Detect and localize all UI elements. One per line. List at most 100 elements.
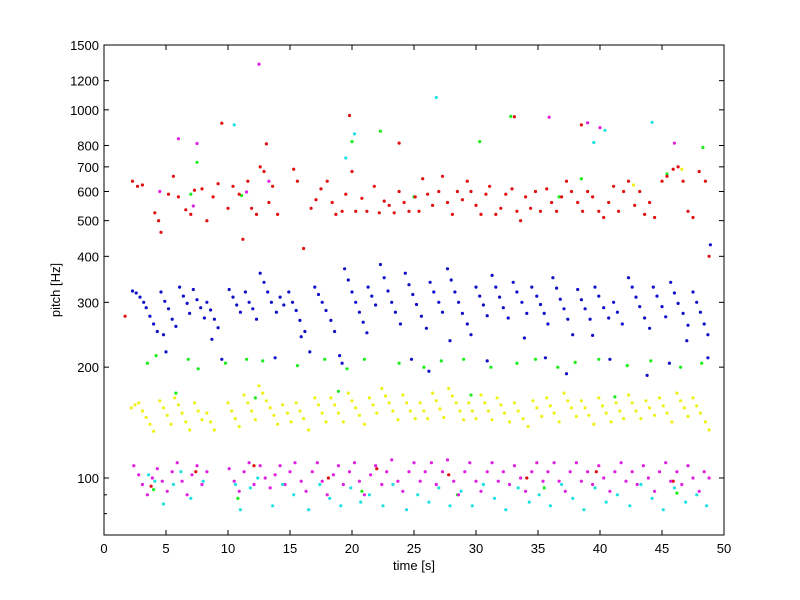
data-point bbox=[350, 399, 354, 403]
data-point bbox=[261, 391, 265, 395]
data-point bbox=[309, 206, 313, 210]
data-point bbox=[252, 482, 256, 487]
data-point bbox=[184, 420, 188, 424]
data-point bbox=[248, 486, 252, 490]
data-point bbox=[281, 482, 285, 487]
data-point bbox=[176, 195, 180, 199]
data-point bbox=[474, 203, 478, 207]
data-point bbox=[313, 396, 317, 400]
data-point bbox=[602, 306, 606, 310]
y-tick-label: 200 bbox=[77, 360, 99, 375]
data-point bbox=[591, 195, 595, 199]
data-point bbox=[524, 489, 528, 493]
data-point bbox=[608, 489, 612, 493]
data-point bbox=[344, 156, 348, 160]
data-point bbox=[537, 493, 541, 497]
data-point bbox=[374, 464, 378, 468]
data-point bbox=[319, 187, 323, 191]
data-point bbox=[551, 276, 555, 280]
data-point bbox=[462, 357, 466, 361]
data-point bbox=[123, 314, 127, 318]
data-point bbox=[290, 300, 295, 304]
data-point bbox=[545, 187, 549, 191]
data-point bbox=[278, 464, 282, 468]
data-point bbox=[236, 496, 240, 500]
data-point bbox=[511, 280, 515, 284]
data-point bbox=[538, 302, 543, 307]
data-point bbox=[682, 406, 686, 410]
data-point bbox=[579, 399, 584, 403]
data-point bbox=[516, 486, 520, 490]
data-point bbox=[478, 294, 482, 298]
data-point bbox=[686, 464, 690, 468]
data-point bbox=[380, 482, 384, 487]
data-point bbox=[634, 295, 638, 299]
data-point bbox=[597, 357, 601, 361]
data-point bbox=[653, 413, 657, 417]
data-point bbox=[494, 212, 498, 216]
data-point bbox=[307, 428, 311, 432]
data-point bbox=[336, 411, 340, 415]
data-point bbox=[185, 301, 189, 305]
data-point bbox=[137, 473, 141, 477]
data-point bbox=[372, 184, 376, 188]
data-point bbox=[354, 300, 358, 304]
data-point bbox=[170, 470, 174, 474]
data-point bbox=[557, 420, 561, 424]
data-point bbox=[535, 406, 539, 410]
data-point bbox=[274, 310, 278, 314]
data-point bbox=[243, 290, 247, 294]
data-point bbox=[569, 406, 574, 410]
data-point bbox=[164, 350, 168, 354]
data-point bbox=[357, 310, 361, 314]
data-point bbox=[702, 470, 706, 474]
data-point bbox=[407, 283, 411, 287]
data-point bbox=[357, 479, 361, 483]
data-point bbox=[667, 361, 672, 365]
data-point bbox=[246, 179, 250, 183]
data-point bbox=[397, 361, 401, 365]
data-point bbox=[153, 479, 157, 483]
data-point bbox=[398, 322, 402, 326]
data-point bbox=[195, 464, 199, 468]
data-point bbox=[479, 489, 483, 493]
data-point bbox=[485, 470, 489, 474]
data-point bbox=[489, 365, 493, 369]
data-point bbox=[242, 393, 246, 397]
y-tick-label: 600 bbox=[77, 185, 99, 200]
data-point bbox=[558, 297, 562, 301]
data-point bbox=[292, 167, 296, 171]
data-point bbox=[612, 184, 616, 188]
data-point bbox=[452, 479, 456, 483]
data-point bbox=[526, 424, 530, 429]
data-point bbox=[571, 496, 575, 500]
data-point bbox=[566, 399, 570, 403]
data-point bbox=[263, 476, 267, 480]
data-point bbox=[684, 500, 688, 504]
data-point bbox=[515, 290, 519, 294]
data-point bbox=[680, 482, 684, 487]
data-point bbox=[266, 290, 270, 294]
data-point bbox=[644, 399, 648, 403]
data-point bbox=[403, 271, 407, 275]
data-point bbox=[185, 493, 189, 497]
data-point bbox=[481, 303, 485, 307]
data-point bbox=[343, 267, 347, 271]
data-point bbox=[641, 464, 646, 468]
data-point bbox=[628, 504, 632, 508]
data-point bbox=[232, 479, 236, 483]
data-point bbox=[264, 399, 268, 403]
data-point bbox=[220, 357, 224, 361]
data-point bbox=[258, 165, 262, 169]
data-point bbox=[460, 198, 464, 202]
data-point bbox=[542, 311, 546, 315]
data-point bbox=[422, 365, 426, 369]
data-point bbox=[155, 329, 159, 334]
data-point bbox=[238, 310, 242, 314]
data-point bbox=[409, 357, 414, 361]
data-point bbox=[691, 396, 695, 400]
data-point bbox=[450, 212, 454, 216]
data-point bbox=[396, 479, 400, 483]
data-point bbox=[246, 401, 250, 405]
data-point bbox=[691, 215, 695, 220]
